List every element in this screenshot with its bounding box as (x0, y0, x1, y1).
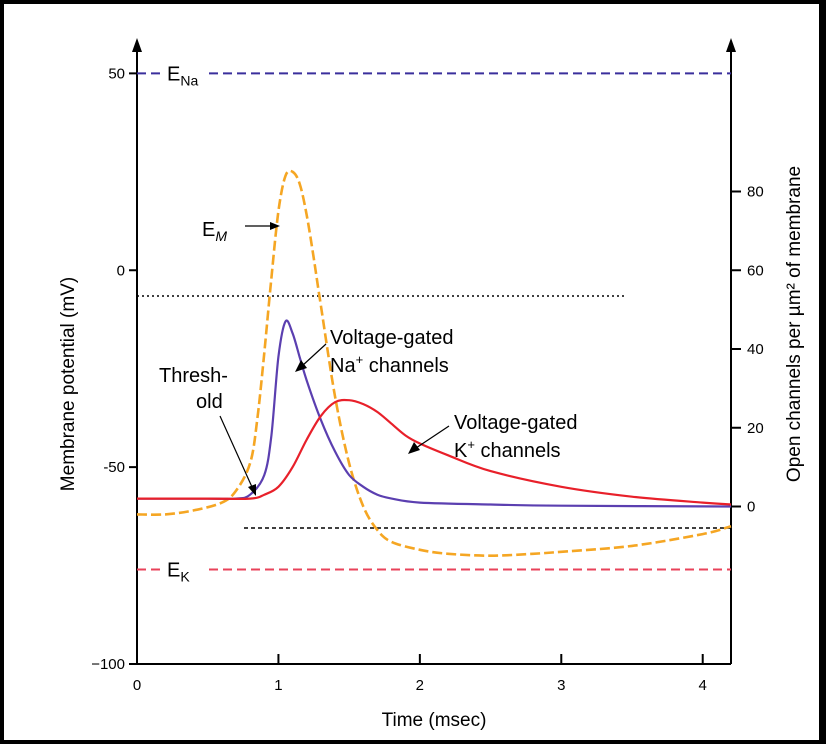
na-label-sup: + (356, 352, 364, 367)
k-channels-label-line1: Voltage-gated (454, 412, 577, 434)
left-tick-label: 50 (108, 65, 125, 82)
series-line-membrane (136, 169, 732, 558)
x-tick-label: 3 (557, 677, 565, 694)
k-channels-pointer-head (408, 442, 420, 454)
left-tick-label: −100 (91, 656, 125, 673)
em-label-sub: M (215, 228, 227, 244)
chart-frame: 0 1 2 3 4 50 0 -50 −100 80 60 40 20 0 ENa EK Time (mse… (4, 4, 819, 740)
k-label-ion: K (454, 440, 468, 462)
reference-label-e-na: ENa (167, 63, 198, 88)
na-channels-label-line1: Voltage-gated (330, 327, 453, 349)
threshold-label-line1: Thresh- (159, 365, 228, 387)
x-tick-label: 2 (416, 677, 424, 694)
right-tick-label: 0 (747, 499, 755, 516)
threshold-pointer (219, 415, 253, 488)
tick-group: 0 1 2 3 4 50 0 -50 −100 80 60 40 20 0 (91, 65, 763, 694)
left-axis-title: Membrane potential (mV) (58, 277, 79, 491)
reference-label-sub: K (180, 569, 190, 585)
right-tick-label: 20 (747, 420, 764, 437)
na-channels-pointer (301, 343, 327, 367)
right-axis-arrow (726, 38, 736, 52)
em-pointer-head (270, 222, 280, 230)
x-tick-label: 0 (133, 677, 141, 694)
threshold-label-line2: old (196, 391, 223, 413)
na-channels-label-line2: Na+ channels (330, 352, 449, 377)
right-axis-title: Open channels per µm² of membrane (784, 166, 805, 482)
em-label: EM (202, 219, 227, 244)
right-tick-label: 40 (747, 341, 764, 358)
left-tick-label: 0 (117, 262, 125, 279)
em-label-main: E (202, 219, 215, 241)
k-label-rest: channels (475, 440, 561, 462)
na-label-rest: channels (363, 355, 449, 377)
reference-label-main: E (167, 63, 180, 85)
k-channels-pointer (415, 425, 450, 449)
right-tick-label: 60 (747, 262, 764, 279)
right-tick-label: 80 (747, 184, 764, 201)
right-axis-title-text: Open channels per µm² of membrane (784, 166, 805, 482)
x-tick-label: 4 (699, 677, 707, 694)
na-channels-pointer-head (295, 360, 307, 372)
left-tick-label: -50 (103, 459, 125, 476)
reference-label-main: E (167, 560, 180, 582)
series-line-k-channels (137, 398, 732, 506)
left-axis-arrow (132, 38, 142, 52)
na-label-ion: Na (330, 355, 356, 377)
x-tick-label: 1 (274, 677, 282, 694)
threshold-pointer-head (248, 484, 256, 496)
k-label-sup: + (467, 437, 475, 452)
k-channels-label-line2: K+ channels (454, 437, 561, 462)
x-axis-title: Time (msec) (382, 710, 487, 731)
reference-label-sub: Na (180, 72, 198, 88)
reference-label-e-k: EK (167, 560, 190, 585)
